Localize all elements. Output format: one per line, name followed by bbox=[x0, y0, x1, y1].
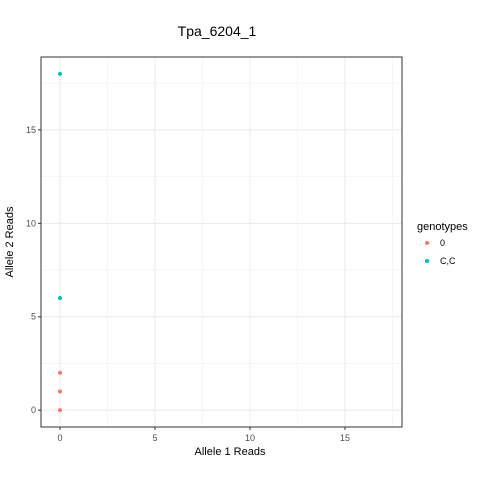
chart-title: Tpa_6204_1 bbox=[178, 23, 257, 39]
legend-label: 0 bbox=[440, 238, 445, 248]
data-points bbox=[58, 71, 62, 413]
legend-items: 0 C,C bbox=[425, 238, 456, 266]
x-axis-ticks: 0 5 10 15 bbox=[57, 427, 350, 443]
y-tick-label: 15 bbox=[26, 125, 36, 135]
plot-panel bbox=[41, 57, 402, 427]
data-point bbox=[58, 408, 62, 413]
data-point bbox=[58, 296, 62, 301]
legend-key bbox=[425, 259, 429, 263]
panel-background bbox=[41, 57, 402, 427]
y-axis-label: Allele 2 Reads bbox=[4, 206, 16, 277]
x-tick-label: 15 bbox=[340, 433, 350, 443]
y-tick-label: 10 bbox=[26, 218, 36, 228]
legend-key bbox=[425, 241, 429, 245]
x-tick-label: 0 bbox=[57, 433, 62, 443]
legend-label: C,C bbox=[440, 256, 456, 266]
minor-gridlines bbox=[41, 57, 402, 427]
x-axis-label: Allele 1 Reads bbox=[195, 446, 266, 458]
panel-border bbox=[40, 56, 403, 428]
data-point bbox=[58, 370, 62, 375]
x-tick-label: 10 bbox=[245, 433, 255, 443]
data-point bbox=[58, 389, 62, 394]
y-tick-label: 0 bbox=[31, 405, 36, 415]
legend-title: genotypes bbox=[417, 221, 468, 233]
major-gridlines bbox=[41, 57, 402, 427]
y-tick-label: 5 bbox=[31, 312, 36, 322]
x-tick-label: 5 bbox=[152, 433, 157, 443]
data-point bbox=[58, 71, 62, 76]
legend: genotypes 0 C,C bbox=[417, 221, 468, 266]
plot-border bbox=[40, 56, 403, 428]
y-axis-ticks: 0 5 10 15 bbox=[26, 125, 41, 415]
